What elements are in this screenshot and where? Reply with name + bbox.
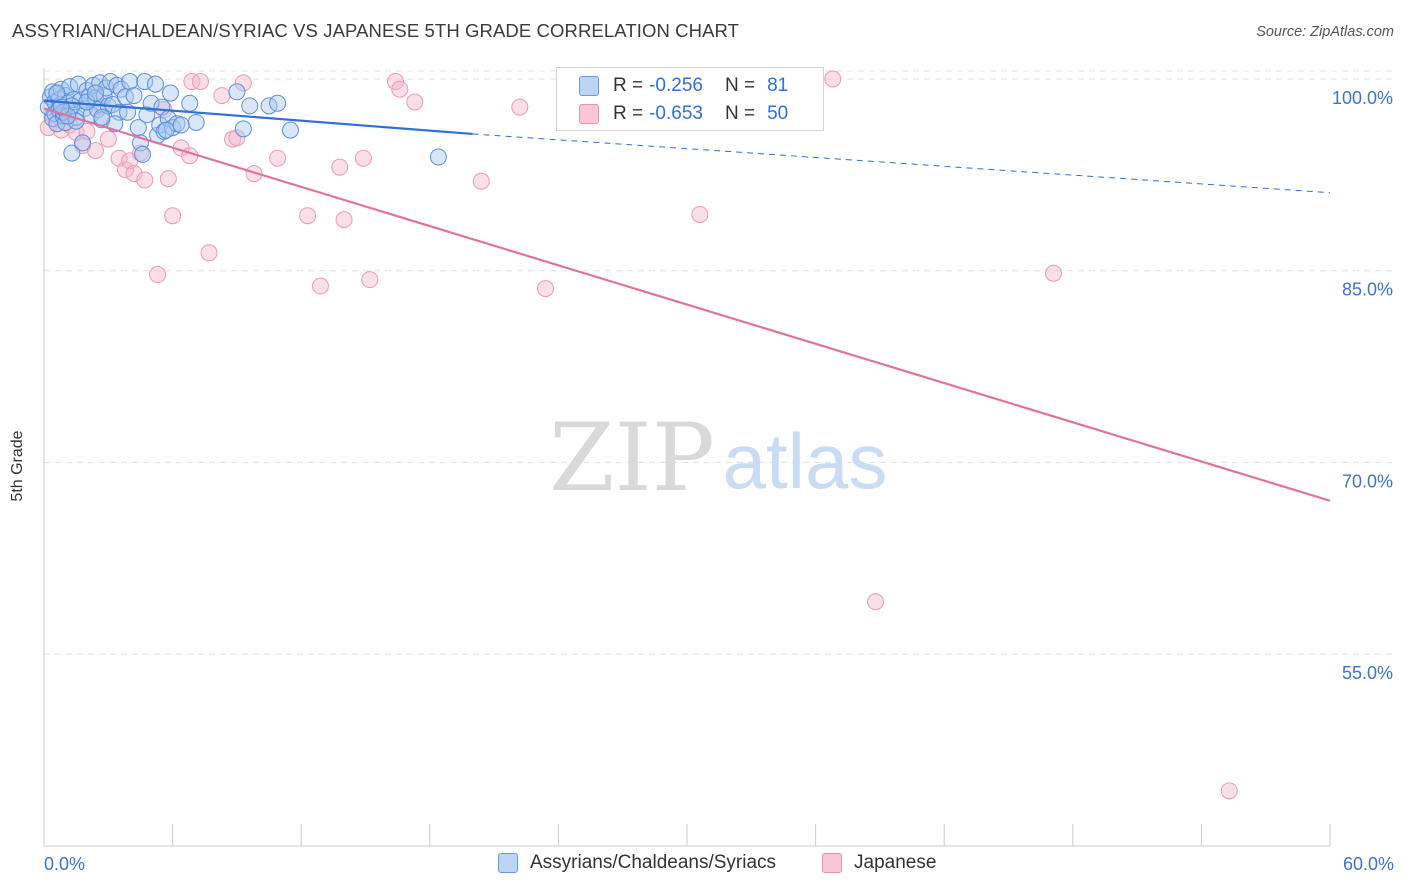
x-tick-label-min: 0.0% (44, 854, 85, 874)
data-point-japanese (234, 74, 252, 92)
data-point-assyrian (134, 145, 152, 163)
data-point-japanese (136, 171, 154, 189)
data-point-japanese (269, 149, 287, 167)
legend-n-label: N = (724, 75, 756, 96)
data-point-japanese (361, 271, 379, 289)
data-point-assyrian (74, 134, 92, 152)
bottom-legend-swatch-blue (498, 853, 518, 873)
data-point-japanese (125, 165, 143, 183)
trend-line-japanese (43, 107, 1331, 502)
data-point-assyrian (228, 83, 246, 101)
legend-swatch-blue (579, 76, 599, 96)
data-point-assyrian (172, 116, 190, 134)
watermark: ZIP atlas (549, 404, 887, 513)
data-point-assyrian (429, 148, 447, 166)
legend-row-japanese: R = -0.653 N = 50 (579, 101, 788, 127)
data-point-japanese (213, 87, 231, 105)
source-label: Source: ZipAtlas.com (1256, 24, 1394, 40)
data-point-japanese (867, 593, 885, 611)
y-axis-label: 5th Grade (9, 430, 26, 502)
y-tick-labels: 100.0% 85.0% 70.0% 55.0% (1332, 88, 1393, 683)
bottom-legend-assyrian: Assyrians/Chaldeans/Syriacs (498, 852, 776, 874)
data-point-japanese (86, 142, 104, 160)
legend-r-value: -0.256 (649, 75, 703, 96)
legend-n-value: 50 (767, 103, 789, 124)
data-point-assyrian (157, 121, 175, 139)
data-point-japanese (691, 205, 709, 223)
data-point-assyrian (281, 121, 299, 139)
data-point-japanese (311, 277, 329, 295)
y-tick-label: 100.0% (1332, 88, 1393, 108)
watermark-zip: ZIP (549, 404, 715, 513)
legend-r-label: R = (613, 75, 644, 96)
data-point-japanese (149, 266, 167, 284)
data-point-assyrian (241, 97, 259, 115)
data-point-japanese (299, 207, 317, 225)
chart-title: ASSYRIAN/CHALDEAN/SYRIAC VS JAPANESE 5TH… (12, 20, 740, 41)
data-point-japanese (824, 70, 842, 88)
data-point-japanese (406, 93, 424, 111)
bottom-legend-japanese: Japanese (822, 852, 936, 874)
legend-n-label: N = (724, 103, 756, 124)
trend-line-assyrian-extension (472, 133, 1331, 194)
data-point-japanese (354, 149, 372, 167)
legend-row-assyrian: R = -0.256 N = 81 (579, 73, 788, 99)
y-tick-label: 85.0% (1342, 280, 1393, 300)
data-point-japanese (228, 129, 246, 147)
trend-line-assyrian (43, 99, 473, 136)
data-point-assyrian (161, 84, 179, 102)
data-point-japanese (537, 280, 555, 298)
data-point-japanese (331, 158, 349, 176)
data-point-assyrian (187, 113, 205, 131)
data-point-japanese (472, 172, 490, 190)
data-point-assyrian (146, 75, 164, 93)
data-point-assyrian (142, 94, 160, 112)
data-point-japanese (387, 73, 405, 91)
data-point-assyrian (63, 144, 81, 162)
data-point-japanese (511, 98, 529, 116)
x-tick-label-max: 60.0% (1343, 854, 1394, 874)
stats-legend: R = -0.256 N = 81 R = -0.653 N = 50 (556, 67, 824, 131)
data-point-assyrian (78, 93, 96, 111)
data-point-assyrian (93, 108, 111, 126)
y-tick-label: 70.0% (1342, 471, 1393, 491)
data-point-assyrian (125, 87, 143, 105)
data-point-assyrian (69, 75, 87, 93)
data-point-assyrian (234, 120, 252, 138)
data-point-assyrian (269, 94, 287, 112)
legend-swatch-pink (579, 104, 599, 124)
data-point-assyrian (136, 73, 154, 91)
data-point-japanese (164, 207, 182, 225)
legend-n-value: 81 (767, 75, 789, 96)
gridlines (44, 70, 1394, 655)
x-tick-labels: 0.0% 60.0% (44, 854, 1394, 874)
data-point-japanese (99, 130, 117, 148)
data-point-japanese (1045, 264, 1063, 282)
trend-lines (43, 99, 1331, 502)
data-point-japanese (391, 80, 409, 98)
bottom-legend-swatch-pink (822, 853, 842, 873)
y-tick-label: 55.0% (1342, 663, 1393, 683)
data-point-japanese (159, 170, 177, 188)
data-point-assyrian (121, 73, 139, 91)
legend-r-value: -0.653 (649, 103, 703, 124)
bottom-legend-label: Japanese (854, 852, 937, 873)
data-point-japanese (335, 211, 353, 229)
axes (43, 68, 1331, 847)
watermark-atlas: atlas (723, 417, 888, 505)
data-point-assyrian (48, 84, 66, 102)
bottom-legend-label: Assyrians/Chaldeans/Syriacs (530, 852, 777, 873)
data-point-japanese (183, 73, 201, 91)
data-point-japanese (191, 73, 209, 91)
data-point-japanese (116, 161, 134, 179)
data-point-assyrian (86, 84, 104, 102)
data-point-japanese (1220, 782, 1238, 800)
data-point-assyrian (181, 94, 199, 112)
data-point-japanese (200, 244, 218, 262)
legend-r-label: R = (613, 103, 644, 124)
